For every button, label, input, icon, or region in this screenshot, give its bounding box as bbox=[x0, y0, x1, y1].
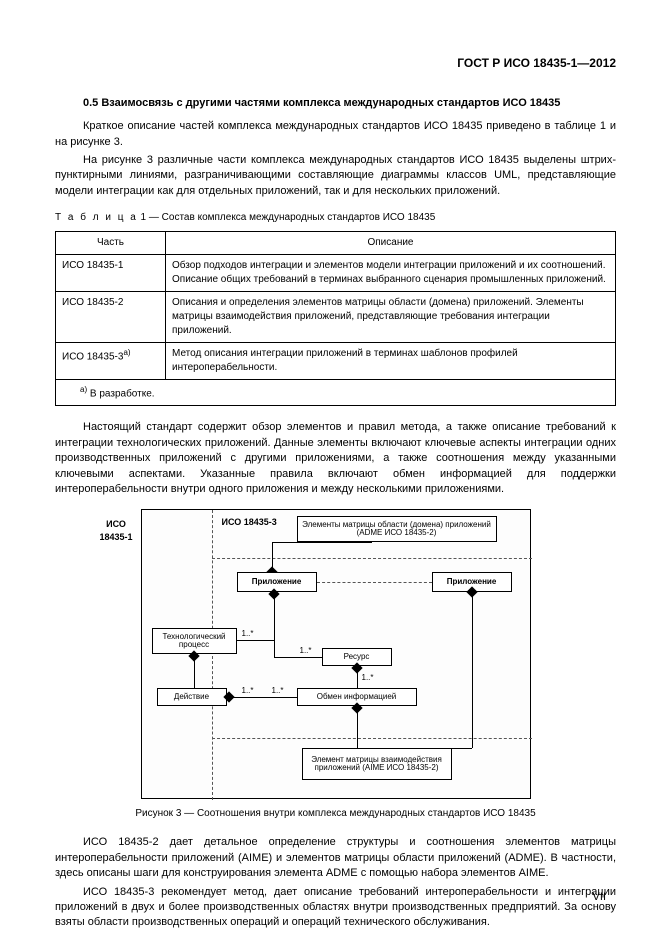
table-footnote: a) В разработке. bbox=[56, 380, 616, 406]
diagram-label-left: ИСО 18435-1 bbox=[94, 518, 139, 543]
uml-box-adme: Элементы матрицы области (домена) прилож… bbox=[297, 516, 497, 542]
table-cell-part: ИСО 18435-3a) bbox=[56, 343, 166, 380]
mult-4: 1..* bbox=[362, 672, 374, 683]
table-footnote-row: a) В разработке. bbox=[56, 380, 616, 406]
uml-diagram: ИСО 18435-1 ИСО 18435-3 Элементы матрицы… bbox=[141, 509, 531, 799]
table-caption-word: Т а б л и ц а bbox=[55, 212, 138, 223]
table-cell-part: ИСО 18435-2 bbox=[56, 292, 166, 343]
mult-3: 1..* bbox=[242, 685, 254, 696]
table-cell-desc: Обзор подходов интеграции и элементов мо… bbox=[166, 255, 616, 292]
paragraph-4: ИСО 18435-2 дает детальное определение с… bbox=[55, 835, 616, 881]
paragraph-5: ИСО 18435-3 рекомендует метод, дает опис… bbox=[55, 885, 616, 931]
figure-caption: Рисунок 3 — Соотношения внутри комплекса… bbox=[55, 807, 616, 821]
paragraph-3: Настоящий стандарт содержит обзор элемен… bbox=[55, 420, 616, 497]
paragraph-2: На рисунке 3 различные части комплекса м… bbox=[55, 153, 616, 199]
table-row: ИСО 18435-2 Описания и определения элеме… bbox=[56, 292, 616, 343]
mult-2: 1..* bbox=[300, 645, 312, 656]
footnote-ref: a) bbox=[123, 348, 130, 357]
table-cell-desc: Метод описания интеграции приложений в т… bbox=[166, 343, 616, 380]
table-caption: Т а б л и ц а 1 — Состав комплекса между… bbox=[55, 211, 616, 225]
parts-table: Часть Описание ИСО 18435-1 Обзор подходо… bbox=[55, 231, 616, 406]
footnote-text: В разработке. bbox=[87, 388, 154, 399]
mult-1: 1..* bbox=[242, 628, 254, 639]
section-number: 0.5 bbox=[83, 97, 98, 109]
table-row: ИСО 18435-3a) Метод описания интеграции … bbox=[56, 343, 616, 380]
standard-header: ГОСТ Р ИСО 18435-1—2012 bbox=[55, 55, 616, 72]
mult-5: 1..* bbox=[272, 685, 284, 696]
table-cell-desc: Описания и определения элементов матрицы… bbox=[166, 292, 616, 343]
diagram-label-right: ИСО 18435-3 bbox=[222, 516, 277, 529]
paragraph-1: Краткое описание частей комплекса междун… bbox=[55, 119, 616, 150]
section-title: 0.5 Взаимосвязь с другими частями компле… bbox=[55, 96, 616, 111]
uml-diagram-wrapper: ИСО 18435-1 ИСО 18435-3 Элементы матрицы… bbox=[55, 509, 616, 799]
table-cell-part: ИСО 18435-1 bbox=[56, 255, 166, 292]
uml-box-action: Действие bbox=[157, 688, 227, 706]
table-header-desc: Описание bbox=[166, 232, 616, 255]
uml-box-aime: Элемент матрицы взаимодействия приложени… bbox=[302, 748, 452, 780]
section-heading: Взаимосвязь с другими частями комплекса … bbox=[101, 97, 560, 109]
table-row: ИСО 18435-1 Обзор подходов интеграции и … bbox=[56, 255, 616, 292]
page-number: VII bbox=[593, 890, 606, 905]
part-label: ИСО 18435-3 bbox=[62, 351, 123, 362]
uml-box-app-left: Приложение bbox=[237, 572, 317, 592]
table-header-part: Часть bbox=[56, 232, 166, 255]
table-caption-rest: 1 — Состав комплекса международных станд… bbox=[138, 212, 436, 223]
